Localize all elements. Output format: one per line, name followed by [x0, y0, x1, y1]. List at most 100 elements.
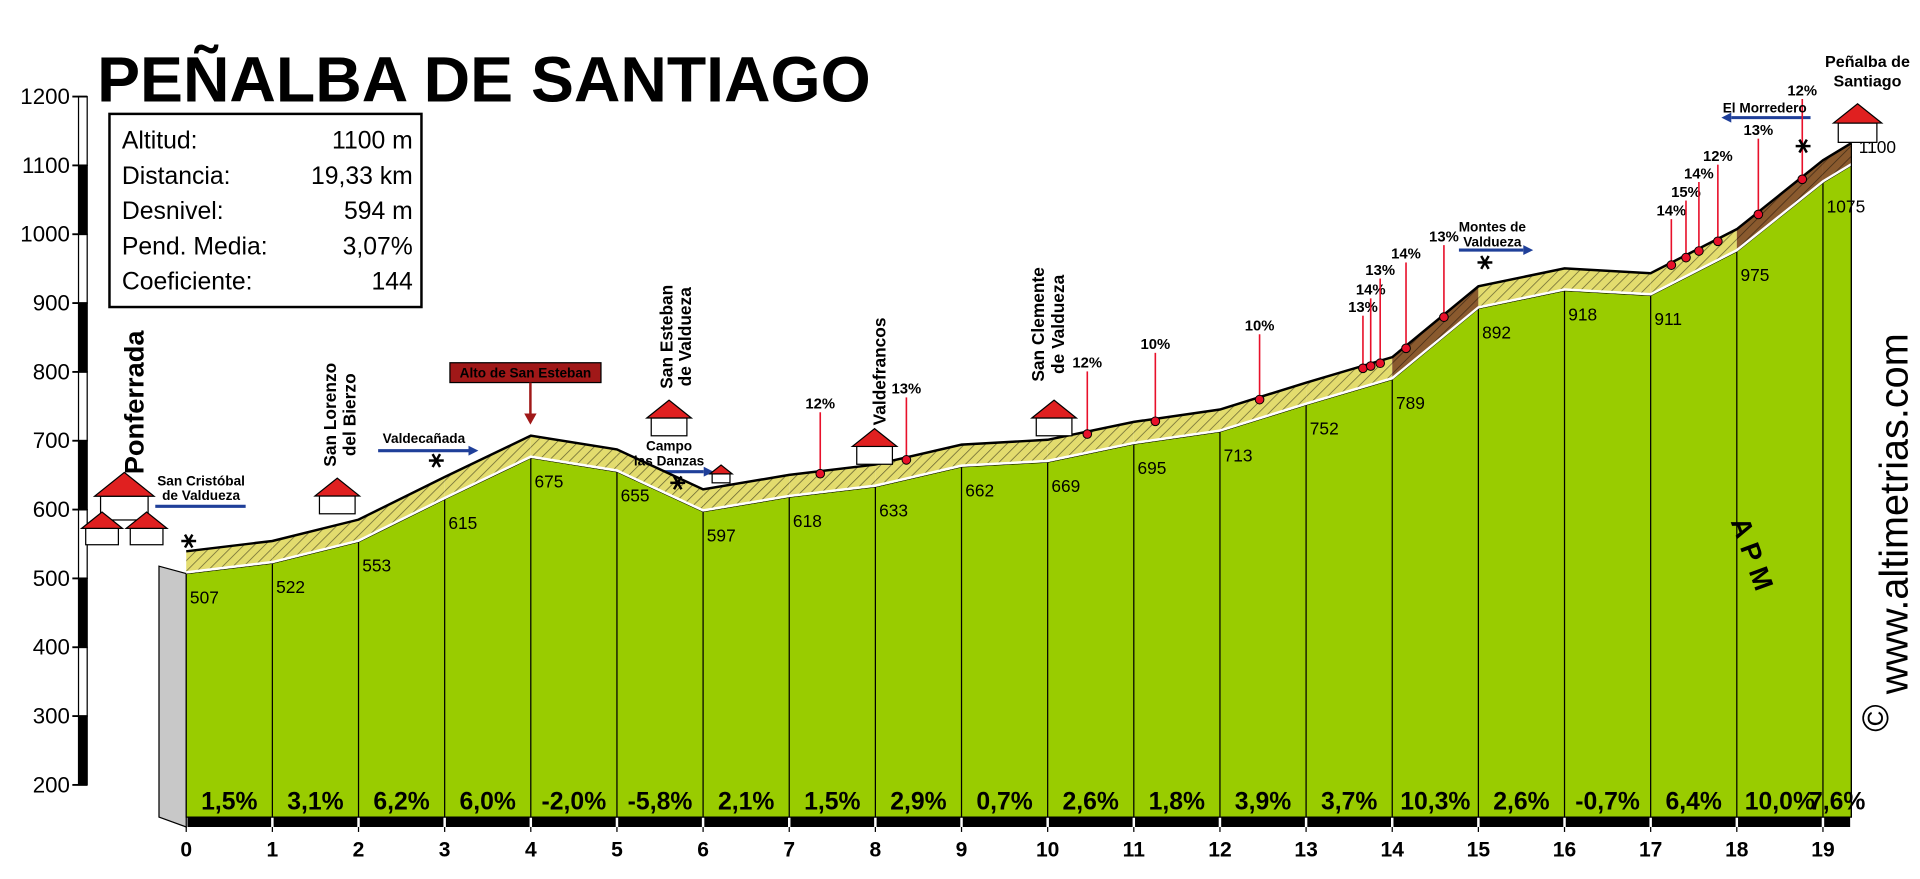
base-strip [1135, 817, 1219, 828]
elevation-label: 553 [362, 556, 391, 576]
peak-label: 10% [1140, 337, 1170, 353]
base-strip [1048, 817, 1133, 828]
y-tick-label: 800 [33, 359, 70, 384]
axis-segment [77, 233, 88, 304]
house-roof [92, 471, 156, 497]
place-label: Valdefrancos [870, 317, 890, 425]
axis-segment [77, 95, 88, 167]
base-strip [1393, 817, 1478, 828]
peak-label: 13% [1743, 123, 1773, 139]
gradient-label: 2,6% [1493, 789, 1549, 816]
elevation-label: 975 [1741, 265, 1770, 285]
x-tick-label: 0 [180, 839, 192, 862]
peak-marker [1753, 209, 1764, 220]
peak-label: 13% [1429, 229, 1459, 245]
info-value: 19,33 km [311, 163, 413, 190]
peak-label: 13% [1348, 300, 1378, 316]
gradient-label: 2,9% [890, 789, 946, 816]
peak-marker [815, 468, 826, 479]
ribbon-hatch [1564, 268, 1651, 296]
ribbon-hatch [1392, 286, 1479, 380]
y-tick-label: 200 [33, 772, 70, 797]
base-strip [962, 817, 1047, 828]
gradient-label: 10,0% [1745, 789, 1815, 816]
ribbon-edge [186, 142, 1853, 553]
y-tick-label: 300 [33, 704, 70, 729]
pass-box [449, 362, 602, 384]
gradient-label: 6,0% [460, 789, 516, 816]
star-icon [1480, 255, 1490, 270]
arrow-head [1523, 245, 1534, 256]
place-label: Valdecañada [383, 431, 466, 446]
info-label: Desnivel: [122, 198, 224, 225]
info-value: 1100 m [332, 128, 413, 155]
house-icon [1035, 417, 1073, 437]
gradient-label: 3,1% [287, 789, 343, 816]
house-icon [85, 527, 120, 546]
peak-label: 10% [1245, 319, 1275, 335]
gradient-label: 10,3% [1400, 789, 1470, 816]
peak-marker [1150, 416, 1161, 427]
peak-label: 15% [1671, 185, 1701, 201]
y-tick-label: 1100 [22, 153, 70, 178]
peak-label: 12% [805, 397, 835, 413]
elevation-label: 675 [535, 472, 564, 492]
ribbon-hatch [703, 474, 790, 512]
axis-segment [77, 164, 88, 235]
axis-segment [77, 577, 88, 648]
axis-segment [77, 646, 88, 717]
house-icon [318, 495, 356, 515]
house-roof [1831, 102, 1884, 124]
place-label: Alto de San Esteban [460, 366, 592, 381]
ribbon-hatch [961, 439, 1048, 467]
house-icon [1837, 122, 1878, 143]
elevation-label: 633 [879, 501, 908, 521]
elevation-label: 522 [276, 577, 305, 597]
base-strip [1479, 817, 1564, 828]
elevation-label: 1075 [1827, 196, 1866, 216]
y-tick-label: 1200 [20, 84, 70, 109]
peak-label: 12% [1703, 149, 1733, 165]
info-label: Pend. Media: [122, 233, 268, 260]
peak-marker [1713, 236, 1723, 247]
axis-segment [77, 302, 88, 373]
place-label: San Esteban [657, 285, 677, 389]
gradient-label: 2,1% [718, 789, 774, 816]
gradient-label: 1,8% [1149, 789, 1205, 816]
peak-marker [1375, 358, 1386, 369]
elevation-label: 918 [1568, 304, 1597, 324]
gradient-label: 0,7% [976, 789, 1032, 816]
elevation-label: 752 [1310, 419, 1339, 439]
house-roof [708, 464, 734, 475]
ribbon-hatch [1219, 382, 1307, 432]
place-label: de Valdueza [675, 287, 695, 387]
info-value: 594 m [344, 198, 413, 225]
place-label: de Valdueza [162, 488, 240, 503]
x-tick-label: 19 [1811, 839, 1834, 862]
ribbon-hatch [272, 519, 359, 564]
place-label: Montes de [1459, 220, 1527, 235]
elevation-label: 507 [190, 587, 219, 607]
elevation-label: 597 [707, 525, 736, 545]
website: www.altimetrias.com [1873, 333, 1917, 695]
ribbon-hatch [1822, 143, 1852, 183]
base-strip [187, 817, 272, 828]
info-label: Coeficiente: [122, 269, 253, 296]
side-face [158, 565, 187, 828]
elevation-label: 615 [448, 513, 477, 533]
peak-marker [1439, 312, 1449, 322]
x-tick-label: 16 [1553, 839, 1576, 862]
house-roof [313, 477, 362, 497]
gradient-label: 1,5% [201, 789, 257, 816]
place-label: Santiago [1834, 73, 1902, 91]
place-label: Campo [646, 439, 692, 454]
x-tick-label: 6 [697, 839, 709, 862]
y-tick-label: 600 [33, 497, 70, 522]
place-label: las Danzas [634, 453, 705, 468]
peak-label: 14% [1391, 247, 1421, 263]
peak-marker [901, 455, 912, 465]
ribbon-hatch [444, 435, 531, 500]
arrow-head [468, 445, 479, 456]
